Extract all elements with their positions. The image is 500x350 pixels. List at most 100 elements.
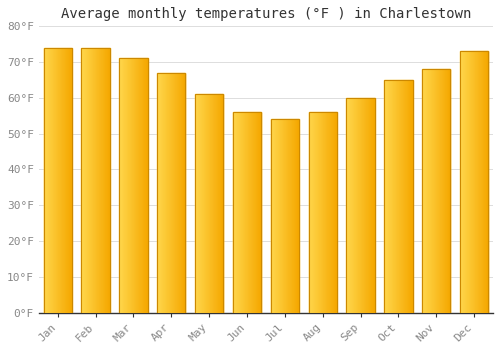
Bar xyxy=(398,80,399,313)
Bar xyxy=(316,112,317,313)
Bar xyxy=(53,48,54,313)
Bar xyxy=(355,98,356,313)
Bar xyxy=(120,58,121,313)
Bar xyxy=(169,73,170,313)
Bar xyxy=(384,80,412,313)
Bar xyxy=(218,94,219,313)
Bar xyxy=(213,94,214,313)
Bar xyxy=(52,48,53,313)
Bar xyxy=(477,51,478,313)
Bar xyxy=(129,58,130,313)
Bar xyxy=(346,98,347,313)
Bar xyxy=(312,112,313,313)
Bar xyxy=(386,80,387,313)
Bar xyxy=(210,94,211,313)
Bar xyxy=(277,119,278,313)
Bar xyxy=(462,51,463,313)
Bar xyxy=(244,112,246,313)
Bar xyxy=(238,112,239,313)
Bar xyxy=(330,112,331,313)
Bar xyxy=(298,119,299,313)
Bar xyxy=(119,58,148,313)
Bar xyxy=(395,80,396,313)
Bar xyxy=(234,112,235,313)
Bar xyxy=(184,73,185,313)
Bar xyxy=(44,48,45,313)
Bar xyxy=(449,69,450,313)
Bar xyxy=(308,112,309,313)
Bar xyxy=(407,80,408,313)
Bar xyxy=(276,119,277,313)
Bar xyxy=(138,58,139,313)
Bar xyxy=(242,112,243,313)
Bar xyxy=(85,48,86,313)
Bar xyxy=(96,48,98,313)
Bar xyxy=(362,98,363,313)
Bar xyxy=(241,112,242,313)
Bar xyxy=(384,80,385,313)
Bar xyxy=(136,58,137,313)
Bar xyxy=(347,98,348,313)
Bar xyxy=(278,119,279,313)
Bar xyxy=(476,51,477,313)
Bar xyxy=(54,48,55,313)
Bar xyxy=(442,69,443,313)
Bar xyxy=(62,48,63,313)
Bar xyxy=(98,48,99,313)
Bar xyxy=(480,51,481,313)
Bar xyxy=(88,48,89,313)
Bar xyxy=(428,69,429,313)
Bar xyxy=(396,80,398,313)
Bar xyxy=(71,48,72,313)
Bar xyxy=(99,48,100,313)
Bar xyxy=(181,73,182,313)
Bar xyxy=(332,112,333,313)
Bar xyxy=(158,73,159,313)
Bar xyxy=(274,119,275,313)
Bar xyxy=(239,112,240,313)
Bar xyxy=(139,58,140,313)
Bar xyxy=(464,51,465,313)
Bar xyxy=(368,98,369,313)
Bar xyxy=(259,112,260,313)
Bar xyxy=(391,80,392,313)
Bar xyxy=(209,94,210,313)
Bar xyxy=(388,80,389,313)
Bar xyxy=(366,98,367,313)
Bar xyxy=(167,73,168,313)
Bar xyxy=(46,48,47,313)
Bar xyxy=(473,51,474,313)
Bar xyxy=(243,112,244,313)
Bar xyxy=(104,48,105,313)
Bar xyxy=(438,69,439,313)
Bar xyxy=(460,51,488,313)
Bar xyxy=(221,94,222,313)
Bar xyxy=(284,119,285,313)
Bar xyxy=(157,73,186,313)
Bar xyxy=(135,58,136,313)
Bar xyxy=(315,112,316,313)
Bar xyxy=(137,58,138,313)
Bar xyxy=(109,48,110,313)
Bar xyxy=(127,58,128,313)
Bar xyxy=(68,48,69,313)
Bar xyxy=(123,58,124,313)
Bar xyxy=(358,98,359,313)
Bar xyxy=(255,112,256,313)
Bar xyxy=(272,119,273,313)
Bar xyxy=(146,58,147,313)
Bar xyxy=(183,73,184,313)
Bar xyxy=(282,119,283,313)
Bar xyxy=(65,48,66,313)
Bar xyxy=(390,80,391,313)
Bar xyxy=(147,58,148,313)
Bar xyxy=(280,119,281,313)
Bar xyxy=(133,58,134,313)
Bar xyxy=(251,112,252,313)
Bar xyxy=(469,51,470,313)
Bar xyxy=(422,69,450,313)
Bar xyxy=(410,80,411,313)
Bar xyxy=(235,112,236,313)
Bar xyxy=(429,69,430,313)
Bar xyxy=(211,94,212,313)
